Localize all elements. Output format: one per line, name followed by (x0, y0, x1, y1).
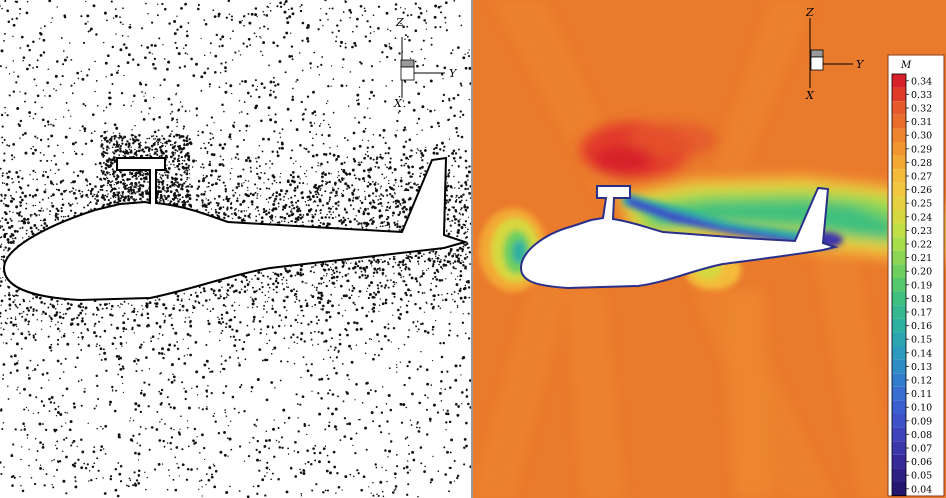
legend-tick-label: 0.29 (911, 144, 932, 155)
legend-tick-label: 0.25 (911, 199, 932, 210)
axis-triad-right: Z Y X (805, 6, 865, 102)
legend-tick-label: 0.31 (911, 117, 932, 128)
legend-swatch (892, 373, 906, 387)
legend-swatch (892, 346, 906, 360)
legend-tick-label: 0.08 (911, 430, 932, 441)
legend-tick-label: 0.18 (911, 294, 932, 305)
legend-swatch (892, 386, 906, 401)
legend-tick-label: 0.21 (911, 253, 932, 264)
legend-tick-label: 0.27 (911, 172, 932, 183)
legend-swatch (892, 482, 906, 496)
legend-tick-label: 0.06 (911, 457, 932, 468)
legend-tick-label: 0.16 (911, 321, 932, 332)
legend-swatch (892, 278, 906, 292)
legend-tick-label: 0.09 (911, 416, 932, 427)
legend-title: M (900, 60, 912, 71)
helicopter-outline-right (519, 185, 839, 290)
legend-tick-label: 0.12 (911, 376, 932, 387)
legend-tick-label: 0.33 (911, 90, 932, 101)
legend-swatch (892, 101, 906, 115)
legend-tick-label: 0.24 (911, 212, 932, 223)
legend-swatch (892, 155, 906, 170)
legend-tick-label: 0.30 (911, 131, 932, 142)
legend-swatch (892, 305, 906, 319)
legend-swatch (892, 441, 906, 455)
legend-tick-label: 0.34 (911, 76, 932, 87)
legend-tick-label: 0.15 (911, 335, 932, 346)
legend-tick-label: 0.04 (911, 484, 932, 495)
axis-x-label: X (393, 97, 403, 110)
legend-swatch (892, 318, 906, 333)
axis-z-label-right: Z (805, 6, 814, 19)
legend-swatch (892, 400, 906, 414)
legend-swatch (892, 74, 906, 88)
legend-tick-label: 0.20 (911, 267, 932, 278)
legend-swatch (892, 128, 906, 142)
legend-tick-label: 0.23 (911, 226, 932, 237)
legend-colorbar-frame (891, 73, 907, 497)
legend-tick-label: 0.13 (911, 362, 932, 373)
legend-swatch (892, 264, 906, 278)
legend-swatch (892, 468, 906, 482)
particle-plot: Z Y X (0, 0, 471, 498)
legend-swatch (892, 114, 906, 129)
legend-swatch (892, 291, 906, 306)
axis-y-label-right: Y (856, 58, 865, 71)
axis-triad-left: Z Y X (393, 16, 458, 110)
legend-swatch (892, 359, 906, 374)
contour-plot: Z Y X M 0.34 0.33 0.32 0.31 0.30 0.29 0.28 0.27… (473, 0, 946, 498)
panel-divider (471, 0, 473, 498)
legend-tick-label: 0.32 (911, 104, 932, 115)
legend-swatch (892, 196, 906, 210)
axis-x-label-right: X (805, 89, 815, 102)
legend-tick-label: 0.26 (911, 185, 932, 196)
legend-swatch (892, 169, 906, 183)
particle-distribution-panel: Z Y X (0, 0, 471, 498)
legend-swatch (892, 454, 906, 469)
legend-swatch (892, 237, 906, 251)
legend-tick-label: 0.07 (911, 444, 932, 455)
legend-swatch (892, 223, 906, 238)
axis-y-label: Y (449, 67, 458, 80)
legend-swatch (892, 332, 906, 346)
legend-swatch (892, 427, 906, 442)
axis-z-label: Z (395, 16, 404, 29)
mach-contour-panel: Z Y X M 0.34 0.33 0.32 0.31 0.30 0.29 0.28 0.27… (473, 0, 946, 498)
legend-swatch (892, 414, 906, 428)
legend-swatch (892, 250, 906, 265)
legend-tick-label: 0.22 (911, 240, 932, 251)
legend-swatches: 0.34 0.33 0.32 0.31 0.30 0.29 0.28 0.27 0.26 0.25… (891, 73, 932, 497)
legend-tick-label: 0.28 (911, 158, 932, 169)
contour-wake (618, 175, 946, 265)
helicopter-outline-left (2, 156, 469, 302)
legend-tick-label: 0.10 (911, 403, 932, 414)
contour-rays (473, 0, 893, 498)
legend-tick-label: 0.14 (911, 348, 932, 359)
legend-tick-label: 0.19 (911, 280, 932, 291)
mach-legend: M 0.340.330.320.310.300.290.280.270.260.… (887, 54, 945, 497)
legend-tick-label: 0.17 (911, 308, 932, 319)
legend-tick-label: 0.11 (911, 389, 932, 400)
legend-swatch (892, 87, 906, 102)
contour-high-speed (580, 122, 718, 178)
legend-swatch (892, 182, 906, 197)
legend-swatch (892, 142, 906, 156)
legend-tick-label: 0.05 (911, 471, 932, 482)
legend-swatch (892, 210, 906, 224)
